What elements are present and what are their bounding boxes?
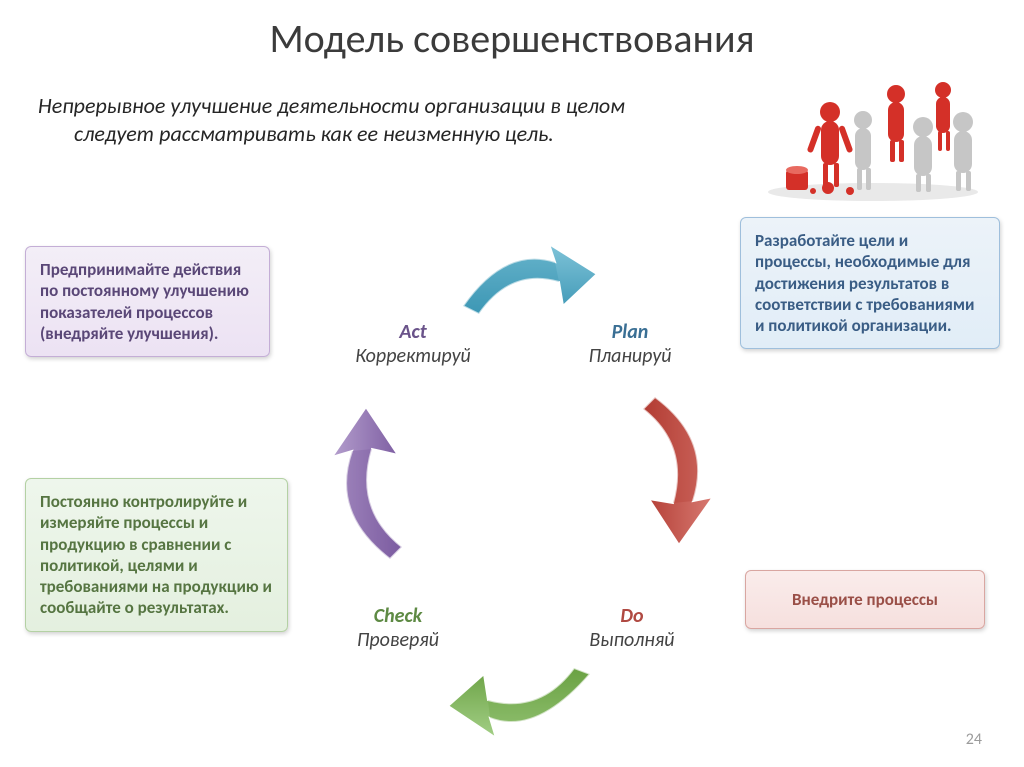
act-ru: Корректируй <box>333 344 493 368</box>
do-ru: Выполняй <box>552 628 712 652</box>
check-en: Check <box>318 604 478 628</box>
plan-label: Plan Планируй <box>550 320 710 368</box>
do-description-box: Внедрите процессы <box>745 570 985 629</box>
act-description-box: Предпринимайте действия по постоянному у… <box>25 246 270 357</box>
slide-number: 24 <box>966 730 982 749</box>
act-label: Act Корректируй <box>333 320 493 368</box>
subtitle-line-1: Непрерывное улучшение деятельности орган… <box>38 92 625 119</box>
plan-ru: Планируй <box>550 344 710 368</box>
arrow-bottom-icon <box>440 660 605 748</box>
arrow-top-icon <box>445 234 605 324</box>
arrow-right-icon <box>635 385 725 555</box>
subtitle-block: Непрерывное улучшение деятельности орган… <box>38 92 678 147</box>
people-illustration <box>758 72 988 202</box>
subtitle-line-2: следует рассматривать как ее неизменную … <box>38 120 678 148</box>
plan-description-box: Разработайте цели и процессы, необходимы… <box>740 217 1000 349</box>
do-en: Do <box>552 604 712 628</box>
check-label: Check Проверяй <box>318 604 478 652</box>
do-label: Do Выполняй <box>552 604 712 652</box>
arrow-left-icon <box>318 395 410 571</box>
check-description-box: Постоянно контролируйте и измеряйте проц… <box>25 478 288 632</box>
page-title: Модель совершенствования <box>0 14 1024 63</box>
check-ru: Проверяй <box>318 628 478 652</box>
